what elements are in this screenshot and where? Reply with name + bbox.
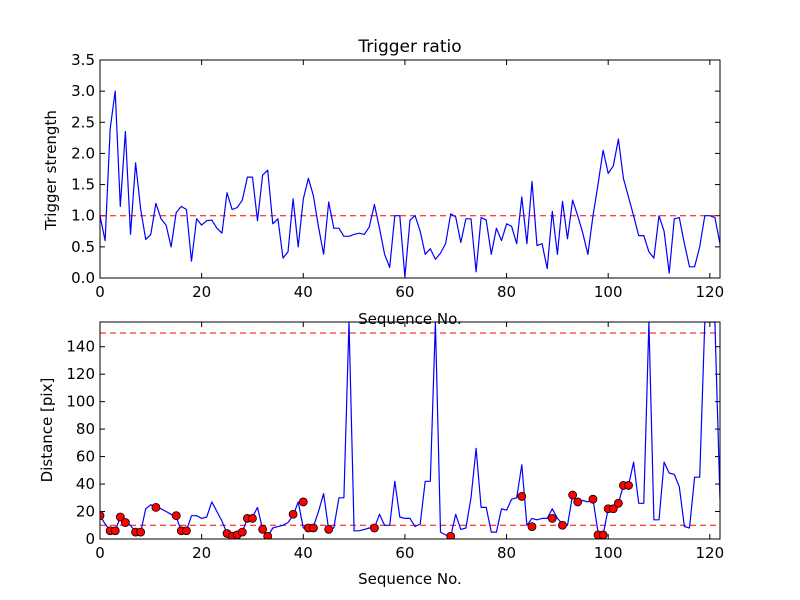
- series-layer: [100, 90, 720, 278]
- y-tick-label: 60: [76, 448, 95, 466]
- data-marker: [558, 520, 567, 530]
- data-marker: [370, 523, 379, 533]
- y-tick-label: 140: [66, 338, 95, 356]
- data-marker: [258, 524, 268, 534]
- x-tick-label: 40: [294, 544, 313, 562]
- data-marker: [298, 497, 308, 507]
- y-tick-label: 3.5: [71, 51, 95, 69]
- x-tick-label: 0: [95, 544, 105, 562]
- data-marker: [568, 490, 578, 500]
- x-tick-label: 80: [497, 283, 516, 301]
- y-axis-label: Distance [pix]: [38, 378, 56, 483]
- x-axis-label: Sequence No.: [358, 570, 462, 588]
- y-tick-label: 2.5: [71, 113, 95, 131]
- y-tick-label: 80: [76, 420, 95, 438]
- x-tick-label: 40: [294, 283, 313, 301]
- y-tick-label: 40: [76, 475, 95, 493]
- data-marker: [547, 513, 557, 523]
- data-marker: [181, 526, 191, 536]
- x-tick-label: 120: [696, 283, 725, 301]
- y-tick-label: 0: [85, 530, 95, 548]
- data-marker: [446, 531, 456, 539]
- x-tick-label: 20: [192, 544, 211, 562]
- y-tick-label: 0.0: [71, 269, 95, 287]
- x-tick-label: 120: [696, 544, 725, 562]
- series-layer: [100, 322, 720, 539]
- data-marker: [573, 497, 583, 507]
- data-marker: [110, 526, 120, 536]
- data-marker: [608, 504, 618, 514]
- data-marker: [171, 511, 181, 521]
- data-marker: [151, 503, 161, 512]
- y-tick-label: 20: [76, 503, 95, 521]
- data-marker: [288, 509, 298, 519]
- y-tick-label: 1.0: [71, 207, 95, 225]
- data-marker: [100, 511, 105, 521]
- data-marker: [527, 522, 537, 532]
- data-marker: [237, 527, 247, 537]
- x-tick-label: 100: [594, 544, 623, 562]
- y-tick-label: 0.5: [71, 238, 95, 256]
- x-tick-label: 60: [395, 544, 414, 562]
- data-marker: [115, 512, 125, 522]
- x-axis-label: Sequence No.: [358, 310, 462, 328]
- y-tick-label: 2.0: [71, 144, 95, 162]
- x-tick-label: 0: [95, 283, 105, 301]
- data-marker: [324, 524, 334, 534]
- distance-chart: Distance [pix] Sequence No. 0 20 40 60 80 100…: [38, 321, 724, 588]
- y-axis-label: Trigger strength: [42, 110, 60, 231]
- data-marker: [309, 523, 318, 533]
- tick-layer: 0 20 40 60 80 100 120 0.0 0.5 1.0 1.5 2.0 2.5 3.0 3.5: [71, 51, 724, 301]
- data-marker: [517, 492, 527, 501]
- data-marker: [121, 518, 130, 527]
- chart-title: Trigger ratio: [357, 37, 461, 57]
- plot-frame: [99, 59, 721, 279]
- tick-layer: 0 20 40 60 80 100 120 0 20 40 60 80 100 120 140: [66, 322, 724, 562]
- x-tick-label: 60: [395, 283, 414, 301]
- data-marker: [598, 530, 608, 539]
- data-marker: [613, 498, 623, 508]
- data-marker: [248, 513, 257, 523]
- x-tick-label: 100: [594, 283, 623, 301]
- data-marker: [136, 527, 146, 537]
- data-marker: [263, 531, 273, 539]
- series-line: [100, 90, 720, 278]
- x-tick-label: 20: [192, 283, 211, 301]
- data-marker: [588, 494, 598, 504]
- plot-frame: [99, 321, 721, 540]
- y-tick-label: 120: [66, 365, 95, 383]
- x-tick-label: 80: [497, 544, 516, 562]
- y-tick-label: 3.0: [71, 82, 95, 100]
- y-tick-label: 100: [66, 393, 95, 411]
- trigger-ratio-chart: Trigger ratio Trigger strength Sequence …: [42, 37, 724, 328]
- y-tick-label: 1.5: [71, 176, 95, 194]
- data-marker: [624, 481, 633, 490]
